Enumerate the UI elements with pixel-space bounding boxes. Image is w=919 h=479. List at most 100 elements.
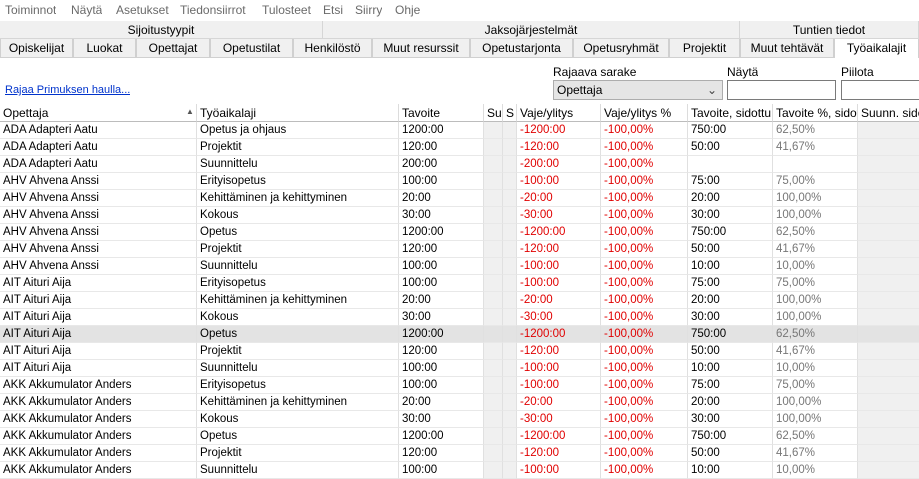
table-cell[interactable]: -100,00% [601,377,688,394]
column-header[interactable]: Su [484,104,503,122]
table-cell[interactable]: -100,00% [601,224,688,241]
table-cell[interactable]: -100,00% [601,173,688,190]
tab[interactable]: Opetustarjonta [470,39,573,58]
table-cell[interactable]: -30:00 [517,207,601,224]
table-cell[interactable]: -1200:00 [517,224,601,241]
menu-item[interactable]: Toiminnot [5,3,56,17]
table-cell[interactable]: -100:00 [517,173,601,190]
table-cell[interactable]: -100,00% [601,156,688,173]
tab[interactable]: Muut resurssit [372,39,470,58]
table-cell[interactable]: Kehittäminen ja kehittyminen [197,292,399,309]
table-cell[interactable]: -100:00 [517,377,601,394]
table-cell[interactable]: ADA Adapteri Aatu [0,156,197,173]
table-cell[interactable]: -100,00% [601,394,688,411]
table-cell[interactable]: 100:00 [399,462,484,479]
table-cell[interactable]: -120:00 [517,445,601,462]
table-cell[interactable]: 50:00 [688,241,773,258]
table-cell[interactable]: ADA Adapteri Aatu [0,139,197,156]
table-cell[interactable]: AIT Aituri Aija [0,275,197,292]
table-cell[interactable]: -100,00% [601,309,688,326]
table-cell[interactable]: 75,00% [773,173,858,190]
table-cell[interactable]: -30:00 [517,309,601,326]
table-cell[interactable]: 10:00 [688,360,773,377]
table-cell[interactable]: Suunnittelu [197,156,399,173]
table-cell[interactable]: -100,00% [601,190,688,207]
table-cell[interactable]: Opetus [197,326,399,343]
table-cell[interactable]: -20:00 [517,394,601,411]
table-cell[interactable]: 10,00% [773,360,858,377]
tab[interactable]: Työaikalajit [834,39,919,58]
menu-item[interactable]: Tulosteet [262,3,311,17]
table-cell[interactable]: Opetus ja ohjaus [197,122,399,139]
table-cell[interactable]: 50:00 [688,445,773,462]
table-cell[interactable]: 41,67% [773,445,858,462]
table-cell[interactable]: 10,00% [773,258,858,275]
table-cell[interactable]: -200:00 [517,156,601,173]
column-header[interactable]: Tavoite, sidottu [688,104,773,122]
table-cell[interactable]: 100:00 [399,377,484,394]
table-cell[interactable]: ADA Adapteri Aatu [0,122,197,139]
table-cell[interactable]: 41,67% [773,343,858,360]
table-cell[interactable]: 120:00 [399,445,484,462]
tab[interactable]: Muut tehtävät [740,39,834,58]
table-cell[interactable]: 750:00 [688,122,773,139]
table-cell[interactable]: 100,00% [773,309,858,326]
group-tab[interactable]: Tuntien tiedot [740,21,919,39]
table-cell[interactable]: 30:00 [688,411,773,428]
table-cell[interactable]: -20:00 [517,292,601,309]
table-cell[interactable]: Erityisopetus [197,377,399,394]
table-cell[interactable]: 120:00 [399,241,484,258]
menu-item[interactable]: Ohje [395,3,420,17]
tab[interactable]: Opetustilat [210,39,293,58]
menu-item[interactable]: Etsi [323,3,343,17]
table-cell[interactable]: -100:00 [517,462,601,479]
table-cell[interactable]: Kokous [197,309,399,326]
table-cell[interactable]: 20:00 [399,190,484,207]
table-cell[interactable]: 10,00% [773,462,858,479]
table-cell[interactable]: 1200:00 [399,428,484,445]
table-cell[interactable]: 62,50% [773,428,858,445]
table-cell[interactable]: Projektit [197,445,399,462]
table-cell[interactable]: AKK Akkumulator Anders [0,462,197,479]
column-header[interactable]: Vaje/ylitys [517,104,601,122]
table-cell[interactable]: 200:00 [399,156,484,173]
tab[interactable]: Projektit [669,39,740,58]
table-cell[interactable]: 750:00 [688,224,773,241]
table-cell[interactable]: -100,00% [601,326,688,343]
column-header[interactable]: Suunn. sidot [858,104,919,122]
table-cell[interactable]: 62,50% [773,326,858,343]
table-cell[interactable]: AIT Aituri Aija [0,326,197,343]
table-cell[interactable]: Projektit [197,139,399,156]
table-cell[interactable]: AHV Ahvena Anssi [0,258,197,275]
table-cell[interactable]: AIT Aituri Aija [0,343,197,360]
table-cell[interactable]: 20:00 [688,190,773,207]
table-cell[interactable]: -100,00% [601,343,688,360]
table-cell[interactable]: -120:00 [517,343,601,360]
table-cell[interactable]: -100,00% [601,258,688,275]
menu-item[interactable]: Siirry [355,3,382,17]
table-cell[interactable]: AKK Akkumulator Anders [0,428,197,445]
table-cell[interactable]: -30:00 [517,411,601,428]
table-cell[interactable]: Kokous [197,207,399,224]
table-cell[interactable]: Kehittäminen ja kehittyminen [197,394,399,411]
table-cell[interactable]: Suunnittelu [197,258,399,275]
table-cell[interactable]: -1200:00 [517,428,601,445]
table-cell[interactable]: 10:00 [688,258,773,275]
table-cell[interactable]: 100:00 [399,360,484,377]
table-cell[interactable]: -100,00% [601,445,688,462]
table-cell[interactable]: -120:00 [517,139,601,156]
table-cell[interactable]: Erityisopetus [197,173,399,190]
hide-input[interactable] [841,80,919,100]
table-cell[interactable]: Kehittäminen ja kehittyminen [197,190,399,207]
table-cell[interactable]: Opetus [197,428,399,445]
table-cell[interactable]: 62,50% [773,122,858,139]
table-cell[interactable]: Opetus [197,224,399,241]
table-cell[interactable]: 120:00 [399,343,484,360]
tab[interactable]: Henkilöstö [293,39,372,58]
table-cell[interactable]: 30:00 [399,411,484,428]
table-cell[interactable]: AKK Akkumulator Anders [0,411,197,428]
tab[interactable]: Opettajat [136,39,210,58]
table-cell[interactable]: -100,00% [601,241,688,258]
table-cell[interactable]: -100,00% [601,275,688,292]
table-cell[interactable]: 75,00% [773,377,858,394]
